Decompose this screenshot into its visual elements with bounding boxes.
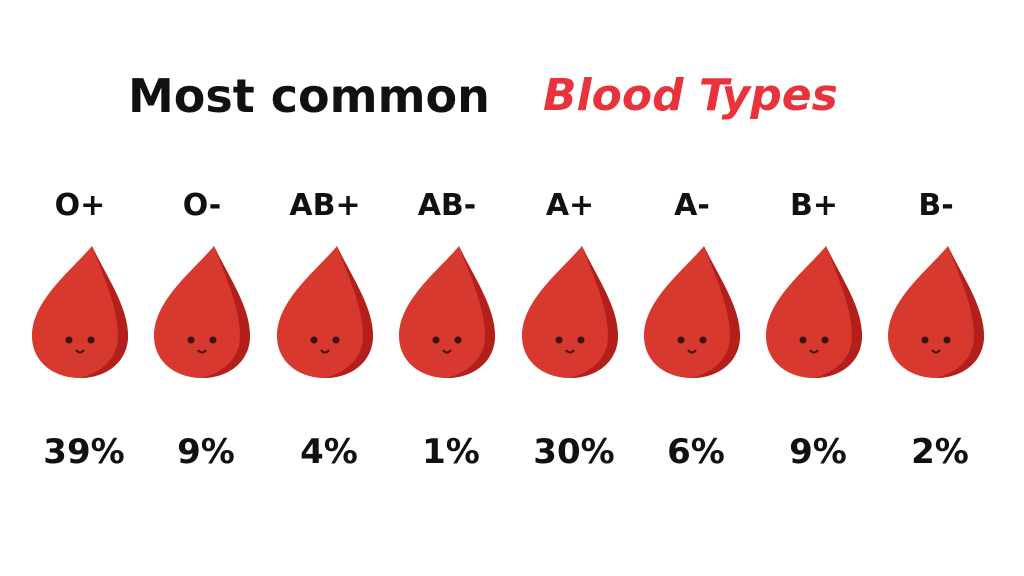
eye bbox=[677, 336, 685, 344]
mouth bbox=[320, 349, 330, 354]
share-label: 30% bbox=[533, 432, 614, 472]
eye bbox=[65, 336, 73, 344]
drop-shade bbox=[80, 246, 128, 378]
blood-type-label: AB+ bbox=[289, 188, 360, 223]
title-highlight: Blood Types bbox=[543, 70, 838, 121]
eye bbox=[432, 336, 440, 344]
drop-body bbox=[154, 246, 250, 378]
blood-type-label: A- bbox=[674, 188, 710, 223]
drop-body bbox=[766, 246, 862, 378]
blood-drop bbox=[277, 246, 373, 378]
eye bbox=[555, 336, 563, 344]
drop-body bbox=[399, 246, 495, 378]
drop-shade bbox=[936, 246, 984, 378]
drop-body bbox=[888, 246, 984, 378]
drop-shade bbox=[325, 246, 373, 378]
mouth bbox=[687, 349, 697, 354]
drop-shade bbox=[692, 246, 740, 378]
share-label: 1% bbox=[422, 432, 480, 472]
eye bbox=[921, 336, 929, 344]
blood-drop bbox=[888, 246, 984, 378]
share-label: 2% bbox=[911, 432, 969, 472]
drop-shade bbox=[447, 246, 495, 378]
blood-type-label: B+ bbox=[790, 188, 838, 223]
blood-type-label: B- bbox=[918, 188, 953, 223]
eye bbox=[209, 336, 217, 344]
mouth bbox=[442, 349, 452, 354]
blood-drop bbox=[399, 246, 495, 378]
mouth bbox=[809, 349, 819, 354]
blood-drop bbox=[32, 246, 128, 378]
mouth bbox=[931, 349, 941, 354]
eye bbox=[332, 336, 340, 344]
eye bbox=[699, 336, 707, 344]
eye bbox=[310, 336, 318, 344]
drop-shade bbox=[814, 246, 862, 378]
share-label: 6% bbox=[667, 432, 725, 472]
eye bbox=[454, 336, 462, 344]
blood-drop bbox=[154, 246, 250, 378]
blood-drop bbox=[522, 246, 618, 378]
blood-drop bbox=[644, 246, 740, 378]
eye bbox=[799, 336, 807, 344]
title: Most common bbox=[128, 69, 490, 123]
eye bbox=[87, 336, 95, 344]
drop-body bbox=[644, 246, 740, 378]
drop-body bbox=[522, 246, 618, 378]
share-label: 39% bbox=[43, 432, 124, 472]
drop-shade bbox=[202, 246, 250, 378]
eye bbox=[821, 336, 829, 344]
drop-shade bbox=[570, 246, 618, 378]
drop-body bbox=[277, 246, 373, 378]
share-label: 4% bbox=[300, 432, 358, 472]
mouth bbox=[75, 349, 85, 354]
blood-drop bbox=[766, 246, 862, 378]
share-label: 9% bbox=[789, 432, 847, 472]
eye bbox=[577, 336, 585, 344]
eye bbox=[943, 336, 951, 344]
blood-type-label: O- bbox=[183, 188, 222, 223]
mouth bbox=[565, 349, 575, 354]
share-label: 9% bbox=[177, 432, 235, 472]
blood-type-label: AB- bbox=[418, 188, 477, 223]
blood-type-label: A+ bbox=[546, 188, 594, 223]
mouth bbox=[197, 349, 207, 354]
blood-type-label: O+ bbox=[55, 188, 106, 223]
drop-body bbox=[32, 246, 128, 378]
eye bbox=[187, 336, 195, 344]
